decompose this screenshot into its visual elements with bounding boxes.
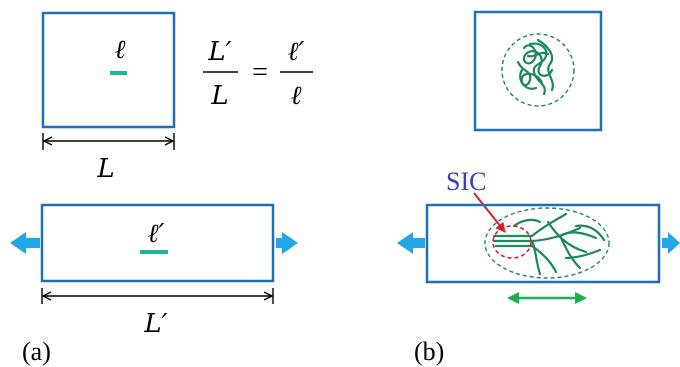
sic-label: SIC <box>446 167 486 196</box>
panel-b: SIC (b) <box>397 10 680 366</box>
stretched-network-box <box>425 203 661 284</box>
coiled-chains <box>516 38 554 96</box>
eq-denominator-left: L <box>210 81 228 111</box>
sic-region-circle <box>492 225 532 259</box>
pull-arrow-right-b <box>662 232 680 254</box>
eq-numerator-right: ℓ′ <box>288 37 305 67</box>
dimension-label-L-prime: L′ <box>143 309 167 339</box>
sic-pointer-arrow <box>473 192 506 233</box>
pull-arrow-left-a <box>10 232 40 254</box>
pull-arrow-right-a <box>276 232 298 254</box>
panel-a: ℓ L L′ L = ℓ′ ℓ ℓ′ L′ (a) <box>10 11 313 366</box>
stretched-box <box>40 203 275 283</box>
eq-numerator-left: L′ <box>207 37 231 67</box>
unstretched-box <box>41 11 176 129</box>
ratio-equation: L′ L = ℓ′ ℓ <box>203 37 313 111</box>
dimension-label-L: L <box>96 154 114 184</box>
stretched-chains <box>492 212 606 276</box>
eq-denominator-right: ℓ <box>291 81 302 111</box>
panel-a-label: (a) <box>22 337 51 366</box>
pull-arrow-left-b <box>397 232 425 254</box>
eq-equals: = <box>252 57 268 88</box>
segment-label-l: ℓ <box>115 35 126 65</box>
segment-label-l-prime: ℓ′ <box>148 219 165 249</box>
coil-boundary-circle <box>501 33 575 107</box>
stretched-network-ellipse <box>484 207 610 279</box>
panel-b-label: (b) <box>414 337 444 366</box>
unstretched-network-box <box>473 10 603 132</box>
